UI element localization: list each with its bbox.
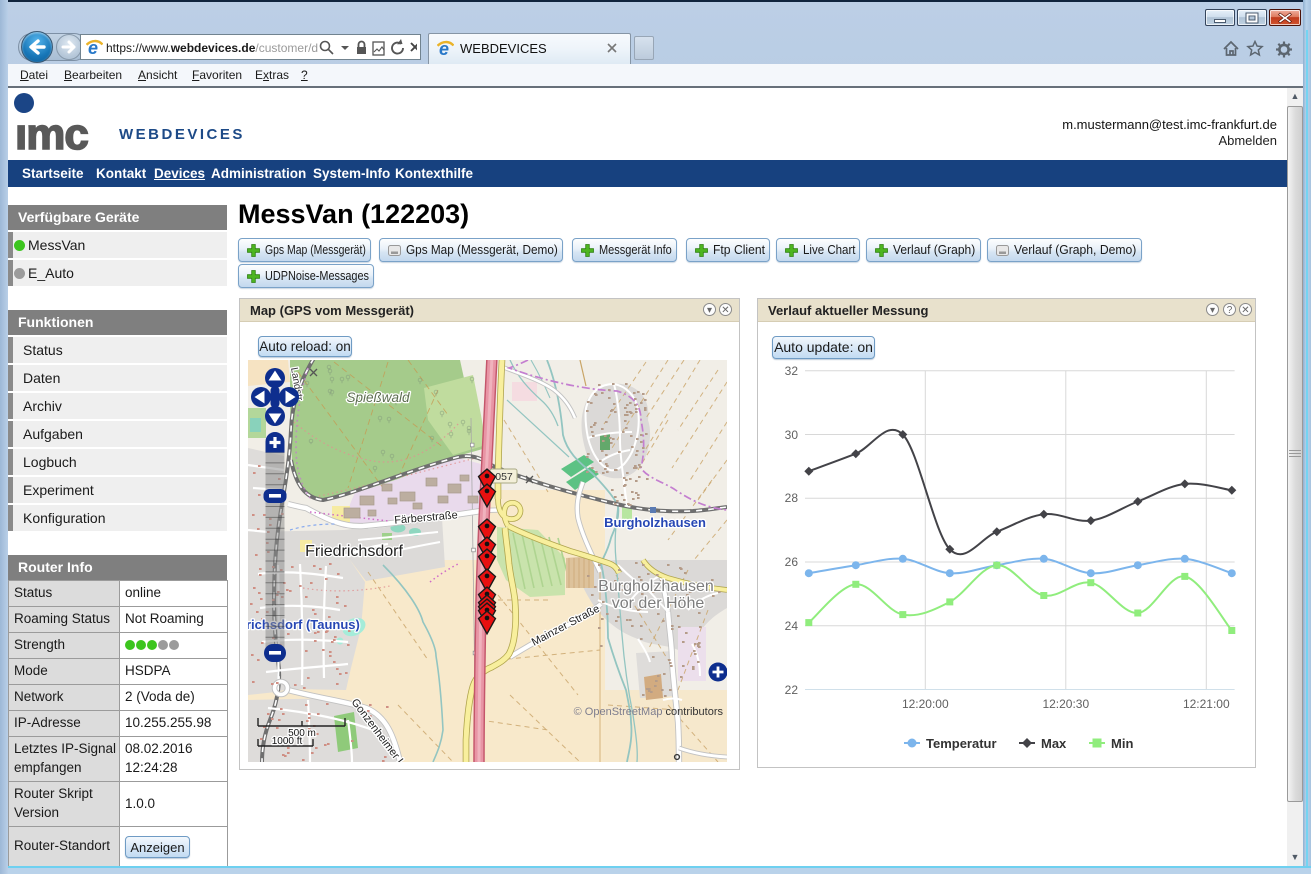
svg-text:e: e (439, 40, 449, 57)
svg-text:32: 32 (785, 364, 799, 378)
svg-text:12:21:00: 12:21:00 (1183, 697, 1230, 711)
svg-text:28: 28 (785, 491, 799, 505)
svg-text:richsdorf (Taunus): richsdorf (Taunus) (248, 617, 360, 632)
svg-text:Min: Min (1111, 736, 1133, 751)
svg-text:Burgholzhausen: Burgholzhausen (604, 515, 706, 530)
svg-text:Friedrichsdorf: Friedrichsdorf (305, 543, 403, 560)
svg-text:12:20:30: 12:20:30 (1042, 697, 1089, 711)
svg-text:Spießwald: Spießwald (346, 390, 410, 405)
svg-text:Burgholzhausen: Burgholzhausen (598, 578, 714, 595)
svg-text:e: e (88, 39, 98, 56)
svg-text:Temperatur: Temperatur (926, 736, 997, 751)
svg-text:500 m: 500 m (288, 728, 316, 739)
svg-text:© OpenStreetMap contributors: © OpenStreetMap contributors (574, 706, 724, 718)
svg-text:26: 26 (785, 555, 799, 569)
svg-text:057: 057 (495, 471, 513, 483)
svg-text:1000 ft: 1000 ft (272, 736, 303, 747)
svg-text:12:20:00: 12:20:00 (902, 697, 949, 711)
svg-text:22: 22 (785, 683, 799, 697)
svg-text:vor der Höhe: vor der Höhe (612, 595, 705, 612)
svg-text:24: 24 (785, 619, 799, 633)
svg-text:Max: Max (1041, 736, 1067, 751)
svg-text:30: 30 (785, 428, 799, 442)
